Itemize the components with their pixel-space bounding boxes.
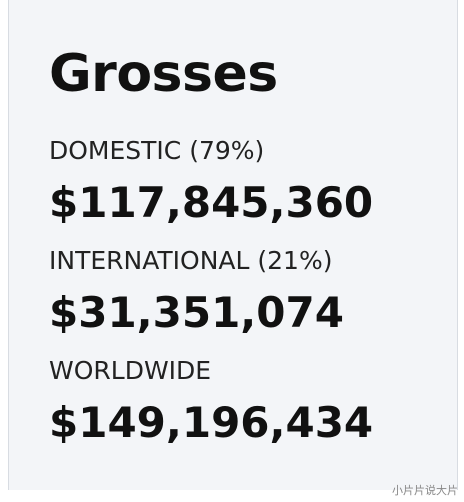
domestic-amount: $117,845,360 <box>49 178 374 227</box>
worldwide-amount: $149,196,434 <box>49 398 374 447</box>
international-label: INTERNATIONAL (21%) <box>49 246 333 275</box>
worldwide-label: WORLDWIDE <box>49 356 212 385</box>
international-amount: $31,351,074 <box>49 288 344 337</box>
domestic-label: DOMESTIC (79%) <box>49 136 265 165</box>
grosses-panel: Grosses DOMESTIC (79%) $117,845,360 INTE… <box>8 0 458 490</box>
watermark: 小片片说大片 <box>392 484 458 497</box>
title: Grosses <box>49 44 278 104</box>
